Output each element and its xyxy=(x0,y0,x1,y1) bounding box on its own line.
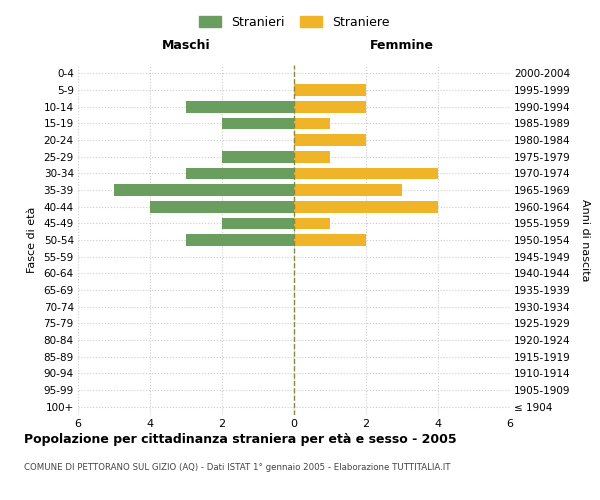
Legend: Stranieri, Straniere: Stranieri, Straniere xyxy=(195,12,393,32)
Bar xyxy=(222,218,294,229)
Text: Femmine: Femmine xyxy=(370,38,434,52)
Y-axis label: Fasce di età: Fasce di età xyxy=(26,207,37,273)
Text: Popolazione per cittadinanza straniera per età e sesso - 2005: Popolazione per cittadinanza straniera p… xyxy=(24,432,457,446)
Bar xyxy=(294,151,330,162)
Bar xyxy=(186,101,294,112)
Bar xyxy=(222,118,294,129)
Bar xyxy=(186,234,294,246)
Bar xyxy=(294,218,330,229)
Text: COMUNE DI PETTORANO SUL GIZIO (AQ) - Dati ISTAT 1° gennaio 2005 - Elaborazione T: COMUNE DI PETTORANO SUL GIZIO (AQ) - Dat… xyxy=(24,462,451,471)
Y-axis label: Anni di nascita: Anni di nascita xyxy=(580,198,590,281)
Text: Maschi: Maschi xyxy=(161,38,211,52)
Bar xyxy=(150,201,294,212)
Bar xyxy=(186,168,294,179)
Bar xyxy=(294,134,366,146)
Bar xyxy=(294,101,366,112)
Bar xyxy=(114,184,294,196)
Bar xyxy=(294,201,438,212)
Bar xyxy=(222,151,294,162)
Bar xyxy=(294,168,438,179)
Bar xyxy=(294,234,366,246)
Bar xyxy=(294,84,366,96)
Bar xyxy=(294,184,402,196)
Bar xyxy=(294,118,330,129)
